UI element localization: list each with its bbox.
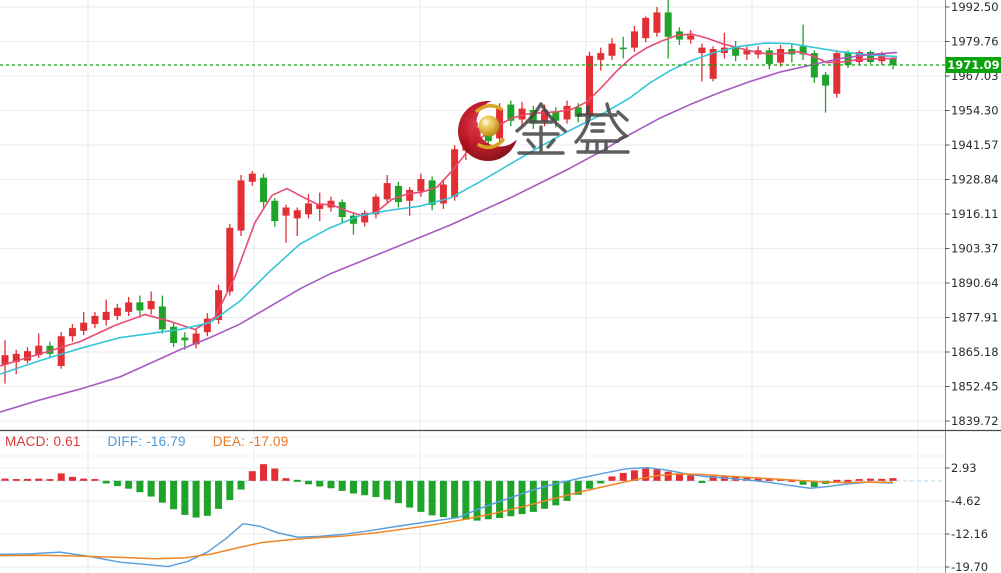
axis-tick-label: -19.70	[951, 560, 988, 573]
jinsheng-logo-watermark	[458, 101, 630, 161]
axis-tick-label: 1928.84	[951, 173, 999, 187]
macd-value-label: MACD: 0.61	[5, 434, 81, 449]
axis-tick-label: -4.62	[951, 494, 981, 508]
ma-mid-cyan	[0, 42, 898, 375]
axis-tick-label: 1852.45	[951, 380, 999, 394]
crescent-icon	[458, 101, 518, 161]
axis-tick-label: -12.16	[951, 527, 988, 541]
diff-value-label: DIFF: -16.79	[107, 434, 186, 449]
axis-tick-label: 1839.72	[951, 414, 999, 428]
ma-slow-purple	[0, 51, 898, 413]
dea-value-label: DEA: -17.09	[212, 434, 289, 449]
ma-fast-pink	[0, 33, 898, 367]
dea-line	[0, 473, 894, 560]
diff-line	[0, 466, 894, 568]
axis-tick-label: 1890.64	[951, 276, 999, 290]
axis-tick-label: 1992.50	[951, 0, 999, 14]
axis-tick-label: 1979.76	[951, 35, 999, 49]
axis-tick-label: 1877.91	[951, 311, 999, 325]
axis-tick-label: 1941.57	[951, 138, 999, 152]
axis-tick-label: 1954.30	[951, 104, 999, 118]
axis-tick-label: 1903.37	[951, 242, 999, 256]
candles-layer	[0, 0, 945, 413]
axis-tick-label: 1865.18	[951, 345, 999, 359]
indicator-readout: MACD: 0.61 DIFF: -16.79 DEA: -17.09	[5, 434, 288, 449]
axis-tick-label: 1916.11	[951, 207, 999, 221]
macd-layer	[0, 464, 945, 568]
last-price-tag: 1971.09	[946, 57, 1001, 74]
watermark-text-jinsheng	[515, 102, 630, 155]
axis-tick-label: 2.93	[951, 461, 977, 475]
